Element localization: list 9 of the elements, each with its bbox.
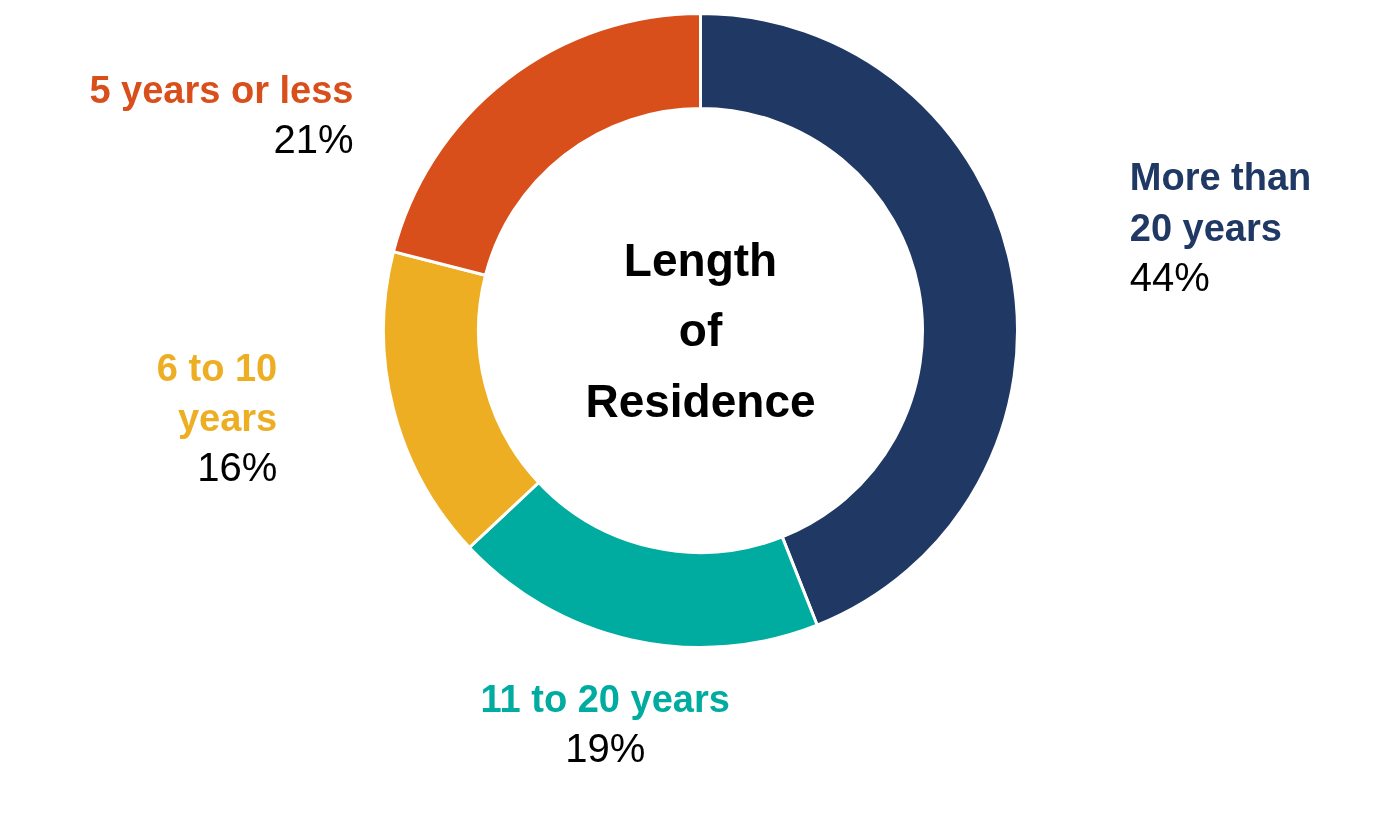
slice-label: 5 years or less bbox=[89, 68, 354, 111]
data-label: 21% bbox=[273, 116, 354, 161]
text: Length of Residence bbox=[585, 234, 816, 427]
slice-label: 6 to 10 years bbox=[156, 346, 278, 440]
data-label: 16% bbox=[197, 445, 278, 490]
data-label: 19% bbox=[565, 725, 646, 770]
data-label: 44% bbox=[1129, 254, 1210, 299]
slice-label: 11 to 20 years bbox=[480, 677, 730, 720]
slice-label: More than 20 years bbox=[1129, 156, 1312, 249]
